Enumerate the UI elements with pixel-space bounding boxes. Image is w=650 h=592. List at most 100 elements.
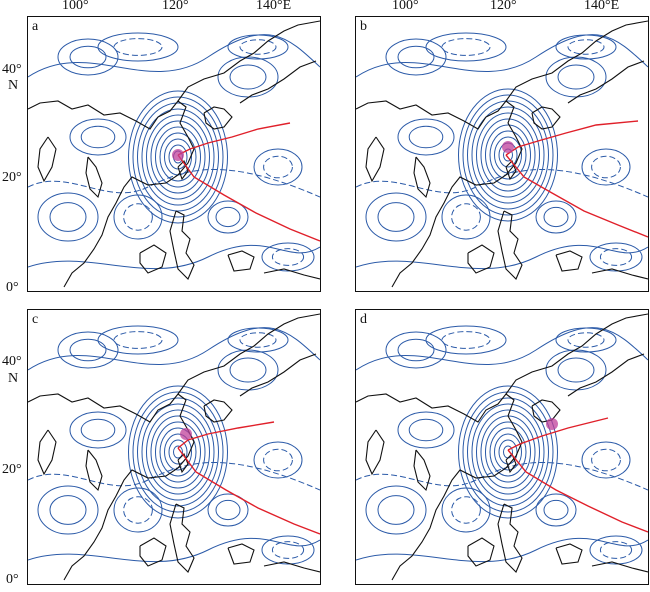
typhoon-track-north bbox=[507, 417, 609, 451]
contour-line bbox=[229, 64, 267, 90]
panel-label-b: b bbox=[360, 19, 367, 35]
contour-line bbox=[271, 541, 305, 559]
map-canvas-c bbox=[28, 313, 320, 581]
contour-line bbox=[591, 448, 621, 472]
coastline bbox=[37, 136, 57, 183]
contour-line bbox=[155, 126, 201, 188]
coastline bbox=[591, 268, 648, 280]
contour-line bbox=[494, 433, 522, 471]
contour-line bbox=[356, 244, 648, 270]
coastline bbox=[467, 537, 495, 567]
contour-line bbox=[239, 39, 277, 55]
typhoon-track-south bbox=[177, 447, 320, 535]
contour-line bbox=[557, 357, 595, 383]
coastline bbox=[365, 136, 385, 183]
map-panel-c: c bbox=[27, 309, 321, 585]
contour-line bbox=[498, 439, 518, 465]
contour-line bbox=[441, 38, 491, 56]
lat-label-top-0: 0° bbox=[6, 280, 19, 295]
typhoon-center-marker-icon bbox=[502, 141, 514, 153]
typhoon-center-marker-icon bbox=[180, 428, 192, 440]
contour-line bbox=[141, 108, 215, 206]
typhoon-track-south bbox=[505, 154, 648, 238]
coastline bbox=[169, 503, 195, 573]
coastline bbox=[169, 210, 195, 280]
coastline bbox=[591, 561, 648, 573]
coastline bbox=[177, 453, 189, 474]
contour-line bbox=[128, 90, 228, 224]
contour-line bbox=[207, 493, 249, 527]
contour-line bbox=[146, 114, 210, 200]
contour-line bbox=[261, 535, 315, 565]
contour-line bbox=[159, 132, 197, 182]
coastline-group bbox=[28, 20, 320, 288]
contour-group bbox=[356, 325, 648, 565]
contour-line bbox=[485, 421, 531, 483]
map-panel-d: d bbox=[355, 309, 649, 585]
contour-line bbox=[535, 493, 577, 527]
contour-line bbox=[385, 331, 447, 369]
coastline-group bbox=[356, 313, 648, 581]
coastline bbox=[239, 60, 317, 104]
coastline bbox=[85, 449, 103, 492]
contour-line bbox=[49, 495, 87, 525]
contour-line bbox=[408, 418, 444, 442]
contour-line bbox=[480, 118, 536, 192]
lat-label-bottom-N: N bbox=[8, 371, 19, 386]
contour-line bbox=[28, 244, 320, 270]
coastline bbox=[356, 393, 523, 581]
coastline bbox=[497, 503, 523, 573]
contour-line bbox=[581, 441, 631, 479]
contour-line bbox=[397, 338, 435, 362]
contour-line bbox=[489, 130, 527, 180]
contour-line bbox=[543, 206, 569, 228]
contour-line bbox=[69, 411, 127, 449]
contour-line bbox=[356, 537, 648, 563]
contour-line bbox=[229, 357, 267, 383]
coastline bbox=[505, 160, 517, 181]
contour-line bbox=[137, 102, 219, 212]
contour-line bbox=[485, 124, 531, 186]
contour-line bbox=[365, 485, 427, 535]
typhoon-track-south bbox=[177, 154, 320, 242]
contour-line bbox=[555, 34, 617, 60]
contour-line bbox=[261, 242, 315, 272]
contour-line bbox=[207, 200, 249, 234]
contour-line bbox=[589, 242, 643, 272]
contour-line bbox=[69, 118, 127, 156]
contour-line bbox=[489, 427, 527, 477]
lon-label-left-140: 140°E bbox=[256, 0, 292, 13]
contour-line bbox=[69, 45, 107, 69]
lon-label-right-100: 100° bbox=[392, 0, 419, 13]
contour-line bbox=[467, 397, 549, 507]
map-canvas-a bbox=[28, 20, 320, 288]
contour-line bbox=[37, 192, 99, 242]
coastline bbox=[467, 244, 495, 274]
coastline bbox=[567, 60, 645, 104]
contour-line bbox=[567, 39, 605, 55]
contour-line bbox=[173, 445, 183, 459]
contour-line bbox=[581, 148, 631, 186]
coastline bbox=[413, 449, 431, 492]
coastline bbox=[497, 210, 523, 280]
contour-line bbox=[137, 397, 219, 507]
coastline bbox=[177, 20, 320, 102]
coastline bbox=[365, 429, 385, 476]
coastline bbox=[227, 543, 255, 565]
contour-line bbox=[441, 331, 491, 349]
contour-line bbox=[253, 148, 303, 186]
typhoon-track-south bbox=[507, 449, 648, 533]
contour-line bbox=[356, 462, 648, 491]
contour-line bbox=[397, 118, 455, 156]
coastline bbox=[531, 399, 561, 423]
coastline-group bbox=[356, 20, 648, 288]
contour-line bbox=[49, 202, 87, 232]
typhoon-center-marker-icon bbox=[546, 418, 558, 430]
contour-line bbox=[97, 325, 179, 355]
lat-label-bottom-20: 20° bbox=[2, 462, 22, 477]
panel-label-d: d bbox=[360, 312, 367, 328]
coastline bbox=[28, 393, 195, 581]
coastline bbox=[28, 100, 195, 288]
contour-line bbox=[377, 202, 415, 232]
contour-line bbox=[239, 332, 277, 348]
